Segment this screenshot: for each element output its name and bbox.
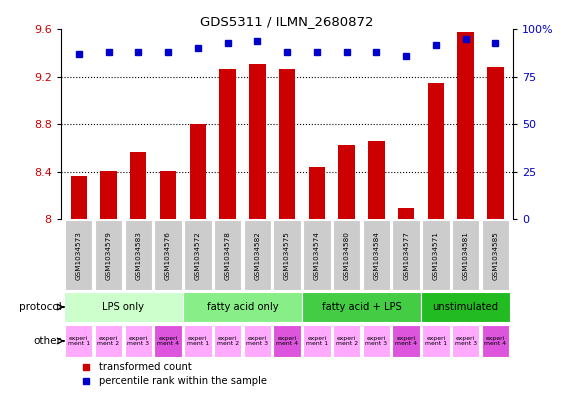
Text: experi
ment 1: experi ment 1 (68, 336, 90, 346)
Text: GSM1034580: GSM1034580 (343, 231, 350, 279)
Text: GSM1034579: GSM1034579 (106, 231, 111, 279)
Bar (95, 325, 122, 357)
Text: percentile rank within the sample: percentile rank within the sample (99, 376, 267, 386)
Text: experi
ment 3: experi ment 3 (365, 336, 387, 346)
Bar (333, 325, 360, 357)
Text: GSM1034572: GSM1034572 (195, 231, 201, 279)
Bar (125, 220, 152, 290)
Bar (487, 68, 503, 219)
Bar (333, 220, 360, 290)
Bar (214, 220, 241, 290)
Text: GSM1034585: GSM1034585 (492, 231, 498, 279)
Text: experi
ment 3: experi ment 3 (246, 336, 269, 346)
Text: experi
ment 4: experi ment 4 (157, 336, 179, 346)
Bar (100, 171, 117, 219)
Bar (190, 125, 206, 219)
Bar (95, 220, 122, 290)
Bar (303, 325, 331, 357)
Title: GDS5311 / ILMN_2680872: GDS5311 / ILMN_2680872 (200, 15, 374, 28)
Bar (422, 325, 450, 357)
Text: experi
ment 1: experi ment 1 (306, 336, 328, 346)
Text: experi
ment 2: experi ment 2 (97, 336, 119, 346)
Bar (71, 176, 87, 219)
Text: GSM1034583: GSM1034583 (135, 231, 142, 279)
Text: experi
ment 3: experi ment 3 (455, 336, 477, 346)
Bar (422, 220, 450, 290)
Bar (339, 145, 355, 219)
Bar (362, 220, 390, 290)
Text: GSM1034578: GSM1034578 (224, 231, 231, 279)
Text: transformed count: transformed count (99, 362, 192, 372)
Text: fatty acid only: fatty acid only (206, 302, 278, 312)
Bar (64, 292, 183, 322)
Bar (452, 325, 479, 357)
Text: protocol: protocol (19, 302, 61, 312)
Text: GSM1034584: GSM1034584 (374, 231, 379, 279)
Bar (184, 220, 212, 290)
Bar (273, 220, 301, 290)
Text: GSM1034581: GSM1034581 (463, 231, 469, 279)
Text: GSM1034575: GSM1034575 (284, 231, 290, 279)
Bar (458, 32, 474, 219)
Bar (65, 325, 92, 357)
Text: fatty acid + LPS: fatty acid + LPS (322, 302, 401, 312)
Bar (362, 325, 390, 357)
Text: experi
ment 1: experi ment 1 (425, 336, 447, 346)
Bar (427, 83, 444, 219)
Text: LPS only: LPS only (103, 302, 144, 312)
Bar (244, 220, 271, 290)
Bar (368, 141, 385, 219)
Text: GSM1034577: GSM1034577 (403, 231, 409, 279)
Bar (184, 325, 212, 357)
Text: GSM1034571: GSM1034571 (433, 231, 439, 279)
Bar (302, 292, 421, 322)
Text: GSM1034582: GSM1034582 (255, 231, 260, 279)
Text: GSM1034573: GSM1034573 (76, 231, 82, 279)
Bar (154, 220, 182, 290)
Bar (65, 220, 92, 290)
Bar (125, 325, 152, 357)
Text: experi
ment 4: experi ment 4 (484, 336, 506, 346)
Bar (219, 69, 235, 219)
Bar (279, 69, 295, 219)
Bar (130, 152, 147, 219)
Bar (249, 64, 266, 219)
Text: GSM1034576: GSM1034576 (165, 231, 171, 279)
Bar (214, 325, 241, 357)
Bar (482, 325, 509, 357)
Bar (154, 325, 182, 357)
Bar (160, 171, 176, 219)
Text: experi
ment 2: experi ment 2 (336, 336, 358, 346)
Text: GSM1034574: GSM1034574 (314, 231, 320, 279)
Text: experi
ment 2: experi ment 2 (216, 336, 238, 346)
Bar (309, 167, 325, 219)
Bar (421, 292, 510, 322)
Bar (183, 292, 302, 322)
Bar (273, 325, 301, 357)
Bar (398, 208, 414, 219)
Bar (482, 220, 509, 290)
Text: other: other (34, 336, 61, 346)
Text: experi
ment 3: experi ment 3 (127, 336, 149, 346)
Bar (303, 220, 331, 290)
Text: unstimulated: unstimulated (433, 302, 499, 312)
Bar (393, 325, 420, 357)
Text: experi
ment 4: experi ment 4 (395, 336, 417, 346)
Text: experi
ment 4: experi ment 4 (276, 336, 298, 346)
Text: experi
ment 1: experi ment 1 (187, 336, 209, 346)
Bar (244, 325, 271, 357)
Bar (393, 220, 420, 290)
Bar (452, 220, 479, 290)
